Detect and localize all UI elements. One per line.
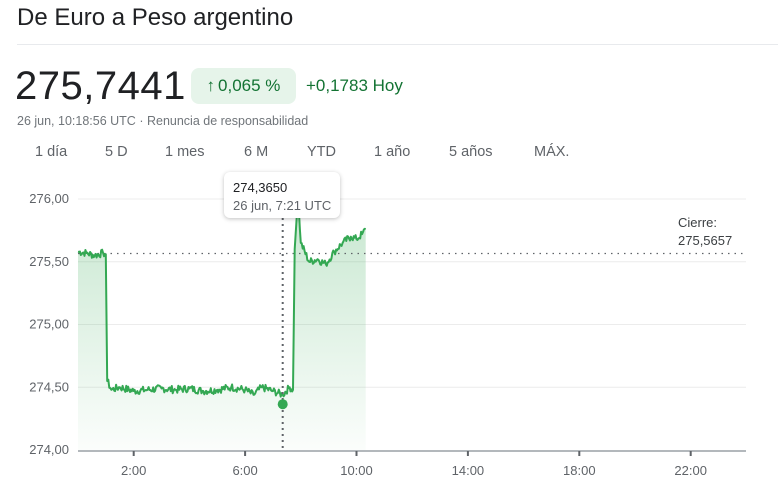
tab-6-m[interactable]: 6 M — [244, 144, 269, 160]
y-axis-labels: 276,00 275,50 275,00 274,50 274,00 — [29, 191, 69, 457]
svg-text:275,00: 275,00 — [29, 317, 69, 332]
hover-tooltip: 274,3650 26 jun, 7:21 UTC — [224, 172, 340, 218]
tab-5-d[interactable]: 5 D — [105, 144, 128, 160]
tab-5-anos[interactable]: 5 años — [449, 144, 493, 160]
price-timestamp: 26 jun, 10:18:56 UTC — [17, 114, 136, 128]
svg-text:276,00: 276,00 — [29, 191, 69, 206]
price-area-fill — [78, 196, 366, 450]
tab-1-ano[interactable]: 1 año — [374, 144, 411, 160]
svg-text:14:00: 14:00 — [452, 463, 485, 478]
tab-ytd[interactable]: YTD — [307, 144, 336, 160]
svg-text:274,50: 274,50 — [29, 379, 69, 394]
percent-change-badge: ↑ 0,065 % — [191, 68, 296, 104]
tab-1-dia[interactable]: 1 día — [35, 144, 68, 160]
title-divider — [17, 44, 778, 45]
absolute-change: +0,1783 Hoy — [306, 76, 403, 95]
tab-1-mes[interactable]: 1 mes — [165, 144, 205, 160]
tooltip-time: 26 jun, 7:21 UTC — [233, 198, 332, 213]
arrow-up-icon: ↑ — [206, 76, 216, 95]
tab-max[interactable]: MÁX. — [534, 144, 570, 160]
page-title: De Euro a Peso argentino — [17, 4, 294, 31]
close-label-title: Cierre: — [678, 215, 718, 230]
hover-point-marker — [277, 399, 288, 410]
x-axis-ticks: 2:00 6:00 10:00 14:00 18:00 22:00 — [121, 451, 707, 478]
disclaimer-link[interactable]: Renuncia de responsabilidad — [146, 114, 309, 128]
chart-gridlines — [78, 198, 746, 388]
svg-text:6:00: 6:00 — [232, 463, 257, 478]
current-price: 275,7441 — [15, 64, 186, 108]
close-label: Cierre: 275,5657 — [678, 214, 732, 250]
price-line — [77, 195, 367, 398]
meta-separator: · — [139, 114, 144, 128]
svg-text:275,50: 275,50 — [29, 254, 69, 269]
svg-text:18:00: 18:00 — [563, 463, 596, 478]
svg-text:22:00: 22:00 — [674, 463, 707, 478]
price-meta: 26 jun, 10:18:56 UTC · Renuncia de respo… — [17, 114, 308, 128]
tooltip-value: 274,3650 — [233, 180, 288, 195]
price-chart[interactable]: 276,00 275,50 275,00 274,50 274,00 2:00 6:00 1… — [0, 170, 778, 494]
svg-text:10:00: 10:00 — [340, 463, 373, 478]
percent-change-value: 0,065 % — [218, 76, 281, 95]
close-label-value: 275,5657 — [678, 233, 733, 248]
svg-text:274,00: 274,00 — [29, 442, 69, 457]
svg-text:2:00: 2:00 — [121, 463, 146, 478]
